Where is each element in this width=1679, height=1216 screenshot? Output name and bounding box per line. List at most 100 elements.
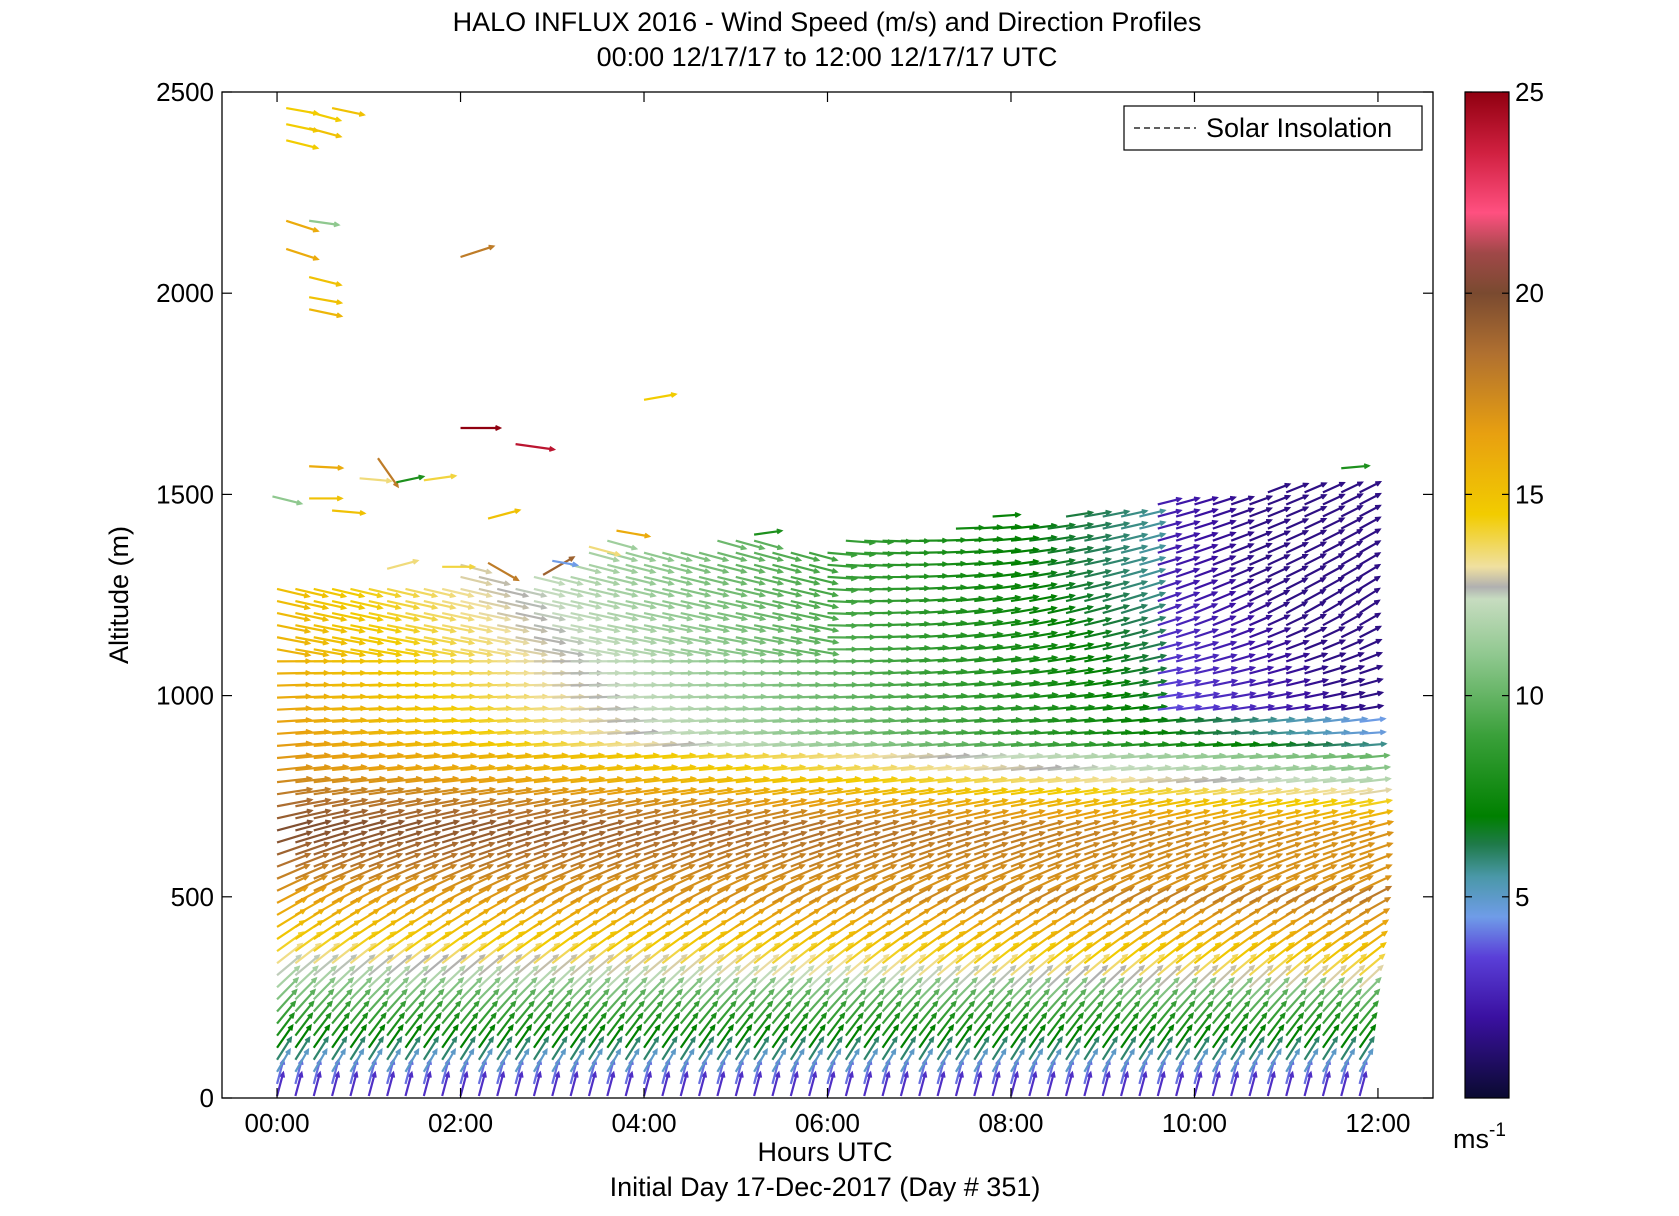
colorbar-gradient: [1464, 91, 1510, 1099]
wind-vector: [1120, 666, 1150, 675]
wind-vector: [661, 988, 684, 1013]
wind-vector: [1156, 976, 1180, 1001]
colorbar-tick-label: 5: [1515, 882, 1529, 912]
wind-vector: [1211, 1035, 1228, 1061]
wind-vector: [478, 612, 512, 622]
wind-vector: [386, 797, 424, 808]
wind-vector: [661, 852, 697, 868]
wind-vector: [1358, 1047, 1374, 1073]
wind-vector: [588, 830, 625, 844]
wind-vector: [1120, 819, 1157, 832]
wind-vector: [1175, 819, 1212, 832]
wind-vector: [625, 612, 658, 622]
wind-vector: [1065, 830, 1101, 844]
wind-vector: [459, 976, 483, 1001]
wind-vector: [588, 852, 624, 868]
wind-vector: [624, 1012, 644, 1037]
wind-vector: [936, 1047, 952, 1073]
wind-vector: [790, 964, 815, 989]
wind-vector: [1249, 627, 1274, 639]
wind-vector: [496, 1000, 517, 1025]
wind-vector: [1010, 988, 1032, 1013]
wind-vector: [624, 965, 650, 989]
wind-vector: [662, 830, 698, 844]
wind-vector: [441, 852, 477, 868]
wind-vector: [313, 587, 348, 599]
wind-vector: [1102, 679, 1132, 687]
wind-vector: [313, 648, 348, 658]
wind-vector: [1084, 604, 1113, 615]
wind-vector: [991, 1035, 1008, 1061]
wind-vector: [863, 964, 889, 989]
wind-vector: [514, 976, 538, 1001]
wind-vector: [992, 511, 1022, 518]
wind-vector: [1359, 741, 1388, 748]
wind-vector: [459, 1047, 475, 1073]
wind-vector: [1194, 830, 1230, 844]
wind-vector: [936, 1035, 953, 1061]
wind-vector: [497, 797, 534, 808]
wind-vector: [478, 575, 512, 587]
wind-vector: [845, 819, 882, 832]
wind-vector: [1028, 1023, 1046, 1049]
wind-vector: [1010, 819, 1047, 832]
wind-vector: [1010, 830, 1047, 844]
wind-vector: [607, 648, 640, 657]
wind-vector: [1304, 541, 1328, 554]
wind-vector: [367, 1070, 377, 1097]
wind-vector: [312, 1047, 328, 1073]
wind-vector: [1157, 679, 1184, 687]
wind-vector: [827, 808, 863, 820]
wind-vector: [1212, 531, 1237, 542]
wind-vector: [295, 786, 332, 796]
wind-vector: [405, 808, 442, 820]
wind-vector: [1175, 809, 1211, 820]
wind-vector: [1028, 853, 1064, 868]
wind-vector: [662, 636, 694, 645]
wind-vector: [1139, 853, 1174, 868]
wind-vector: [1102, 556, 1131, 566]
wind-vector: [1340, 564, 1364, 578]
wind-vector: [607, 539, 639, 551]
wind-vector: [789, 1000, 811, 1025]
wind-vector: [753, 539, 784, 551]
wind-vector: [772, 599, 803, 610]
wind-vector: [973, 1047, 989, 1073]
wind-vector: [396, 474, 426, 484]
wind-vector: [974, 798, 1009, 808]
wind-vector: [1065, 798, 1101, 808]
wind-vector: [514, 1047, 530, 1073]
wind-vector: [1249, 853, 1284, 868]
wind-vector: [1120, 809, 1156, 820]
wind-vector: [1359, 612, 1382, 627]
wind-vector: [753, 1012, 773, 1037]
wind-vector: [808, 830, 845, 844]
wind-vector: [1083, 1000, 1104, 1025]
wind-vector: [882, 841, 918, 856]
wind-vector: [753, 1070, 763, 1097]
wind-vector: [844, 1070, 854, 1097]
wind-vector: [295, 636, 330, 646]
wind-vector: [1083, 953, 1111, 977]
wind-vector: [717, 830, 753, 844]
wind-vector: [423, 473, 458, 482]
wind-vector: [991, 988, 1014, 1013]
wind-vector: [1249, 864, 1283, 880]
wind-vector: [716, 875, 751, 892]
wind-vector: [1046, 964, 1072, 989]
colorbar-unit-base: ms: [1453, 1124, 1489, 1154]
wind-vector: [844, 1012, 864, 1037]
wind-vector: [717, 624, 749, 634]
wind-vector: [1010, 1012, 1029, 1037]
wind-vector: [533, 953, 560, 977]
wind-vector: [331, 864, 366, 880]
wind-vector: [1084, 641, 1113, 651]
wind-vector: [1139, 830, 1175, 844]
wind-vector: [313, 636, 348, 646]
wind-vector: [1340, 505, 1364, 518]
wind-vector: [350, 612, 384, 622]
wind-vector: [276, 864, 311, 880]
wind-vector: [1194, 666, 1220, 675]
wind-vectors: [272, 107, 1395, 1097]
wind-vector: [1248, 976, 1272, 1001]
